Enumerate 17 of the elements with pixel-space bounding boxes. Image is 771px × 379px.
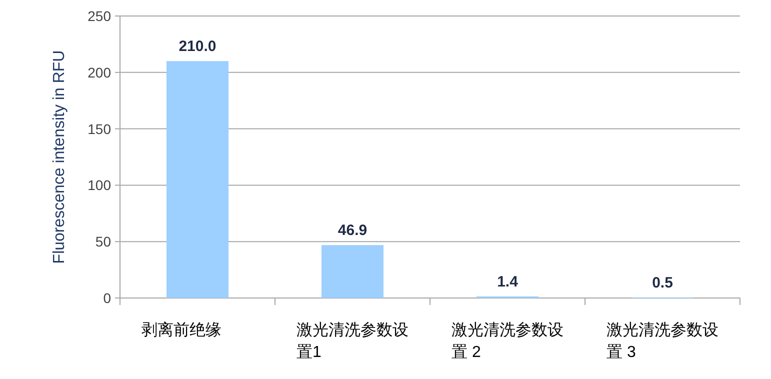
y-tick-label: 200 [88,64,112,80]
data-label: 0.5 [652,274,673,292]
y-tick-label: 100 [88,177,112,194]
y-tick-label: 250 [88,8,112,24]
data-label: 210.0 [178,38,216,56]
x-tick-label: 剥离前绝缘 [142,320,222,341]
x-tick-label: 激光清洗参数设置 2 [452,320,564,363]
y-tick-label: 50 [95,234,112,250]
data-label: 46.9 [338,222,368,240]
y-tick-label: 0 [103,290,112,306]
y-axis-title: Fluorescence intensity in RFU [51,50,68,264]
data-label: 1.4 [497,273,519,290]
y-tick-label: 150 [88,120,112,137]
bar [322,245,384,298]
bar [166,61,228,298]
x-tick-label: 激光清洗参数设置1 [296,320,408,363]
x-tick-label: 激光清洗参数设置 3 [606,320,718,363]
